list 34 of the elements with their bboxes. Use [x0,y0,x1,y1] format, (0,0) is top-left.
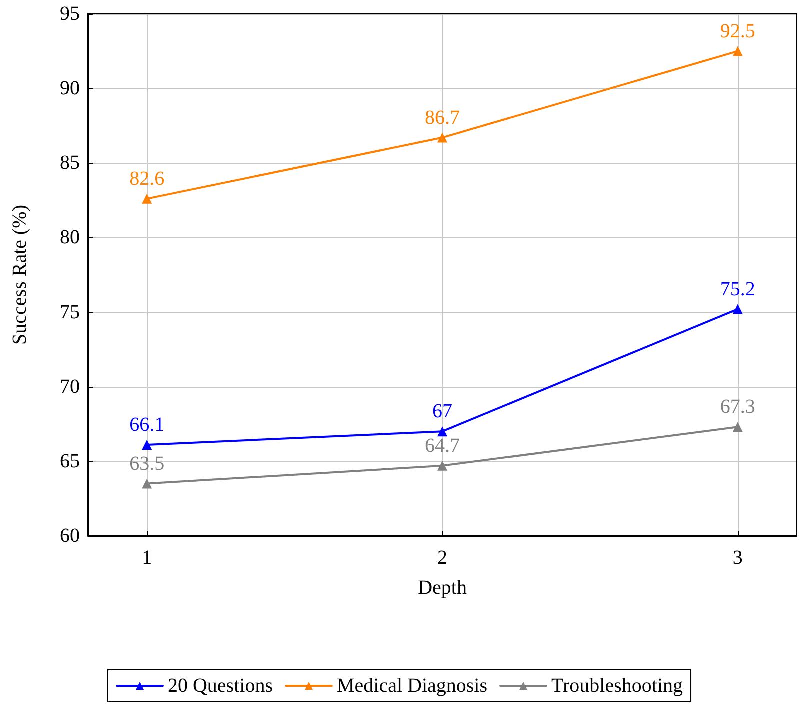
data-label: 75.2 [720,278,756,300]
point [438,460,448,471]
y-tick-label: 95 [60,3,80,25]
data-label: 63.5 [130,452,165,475]
data-label: 64.7 [425,434,460,457]
x-tick-label: 1 [142,547,152,569]
y-axis-title: Success Rate (%) [9,205,31,345]
point [438,132,448,143]
y-tick-label: 65 [60,450,80,472]
point [142,194,152,204]
y-tick-label: 85 [60,152,80,174]
y-tick-label: 80 [60,226,80,249]
legend-label: Medical Diagnosis [336,675,488,697]
y-tick-label: 90 [60,78,80,100]
x-tick-label: 3 [732,547,743,569]
data-label: 67.3 [720,396,756,418]
y-tick-label: 60 [60,525,80,547]
data-label: 86.7 [425,106,460,129]
point [438,426,448,437]
data-label: 67 [432,400,452,423]
data-label: 66.1 [130,414,165,436]
point [142,440,152,450]
point [142,478,152,489]
legend-label: Troubleshooting [552,675,684,697]
x-tick-label: 2 [438,547,448,569]
point [732,46,743,56]
data-label: 92.5 [720,20,756,42]
point [732,422,743,432]
y-tick-label: 70 [60,376,80,398]
legend-label: 20 Questions [168,675,274,697]
point [732,304,743,314]
x-axis-title: Depth [418,577,467,599]
data-label: 82.6 [130,168,165,190]
y-tick-label: 75 [60,301,80,324]
